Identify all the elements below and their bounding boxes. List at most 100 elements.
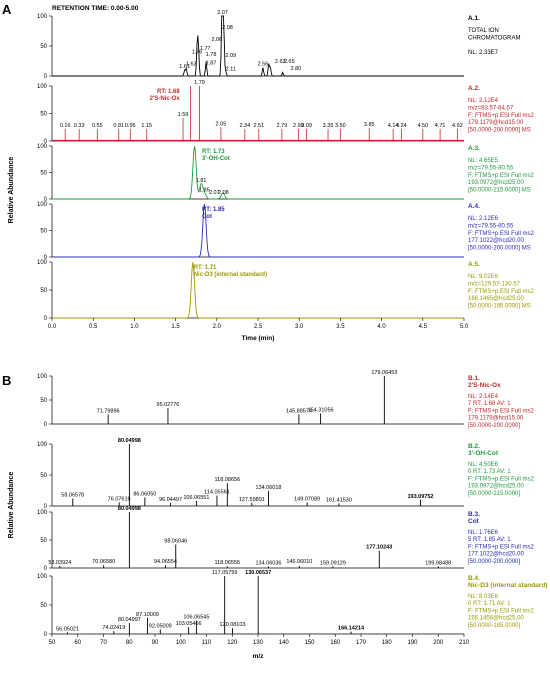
x-tick-label: 130	[253, 640, 264, 646]
peak-label: 3.50	[335, 123, 346, 129]
peak-label: 1.87	[206, 60, 217, 66]
trace-info-line: [50.0000-200.0000] MS	[468, 128, 531, 134]
peak-mz-label: 127.59891	[239, 497, 265, 503]
peak-label: 2.11	[226, 66, 236, 72]
x-tick-label: 190	[407, 640, 418, 646]
x-tick-label: 170	[356, 640, 367, 646]
y-tick-label: 100	[37, 144, 48, 150]
peak-label: 2.65	[284, 59, 295, 65]
x-tick-label: 180	[382, 640, 393, 646]
trace-rt-label: Nic-D3 (internal standard)	[194, 272, 267, 278]
x-tick-label: 5.0	[460, 324, 469, 330]
peak-mz-label: 145.88574	[286, 408, 312, 414]
peak-label: 4.24	[396, 123, 407, 129]
y-tick-label: 0	[44, 197, 48, 203]
y-tick-label: 50	[40, 112, 47, 118]
peak-mz-label: 80.04997	[118, 617, 141, 623]
trace-rt-label: 2'S-Nic-Ox	[150, 96, 181, 102]
y-axis-label: Relative Abundance	[8, 472, 15, 539]
x-tick-label: 0.0	[48, 324, 57, 330]
y-tick-label: 100	[37, 574, 48, 580]
peak-label: 2.34	[239, 123, 250, 129]
peak-label: 2.05	[216, 121, 227, 127]
trace-info-line: m/z=79.55-80.55	[468, 165, 514, 171]
x-tick-label: 1.0	[130, 324, 139, 330]
spectrum-info-line: 193.0972@hcd25.00	[468, 484, 524, 490]
spectrum-info-line: F: FTMS+p ESI Full ms2	[468, 544, 535, 550]
peak-label: 2.80	[291, 66, 302, 72]
spectrum-info-line: 0 RT: 1.71 AV: 1	[468, 601, 511, 607]
peak-label: 3.35	[323, 123, 334, 129]
trace-info-line: F: FTMS+p ESI Full ms2	[468, 173, 535, 179]
trace-info-line: F: FTMS+p ESI Full ms2	[468, 289, 535, 295]
trace-info-line: NL: 2.12E6	[468, 216, 499, 222]
x-tick-label: 60	[74, 640, 81, 646]
spectrum-3: 0 50 100 53.03924 70.06580 80.04998 94.06554 98…	[37, 506, 535, 572]
spectrum-id: B.1.	[468, 375, 480, 382]
spectrum-1: 0 50 100 71.79896 95.02776 145.88574154.31056…	[37, 370, 535, 429]
peak-mz-label: 193.09752	[407, 494, 433, 500]
x-axis-label: m/z	[253, 653, 265, 660]
peak-label: 2.07	[217, 10, 228, 16]
peak-mz-label: 95.02776	[156, 402, 179, 408]
peak-mz-label: 134.06036	[255, 560, 281, 566]
spectrum-name: 3'-OH-Cot	[468, 450, 499, 457]
x-tick-label: 200	[433, 640, 444, 646]
y-tick-label: 50	[40, 44, 47, 50]
ms2-spectra-panel: 05010071.7989695.02776145.88574154.31056…	[8, 370, 547, 660]
peak-label: 4.71	[435, 123, 446, 129]
x-tick-label: 150	[304, 640, 315, 646]
chromatogram-trace-2: 0 50 100 0.16 0.33 0.55 0.81 0.95 1.15 1.59 1.79 2.…	[37, 80, 535, 145]
x-tick-label: 50	[49, 640, 56, 646]
trace-info-line: F: FTMS+p ESI Full ms2	[468, 231, 535, 237]
trace-info-line: 166.1465@hcd25.00	[468, 296, 524, 302]
trace-info-line: 193.0972@hcd25.00	[468, 180, 524, 186]
trace-id: A.5.	[468, 261, 480, 268]
spectrum-id: B.2.	[468, 443, 480, 450]
spectrum-info-line: [50.0000-185.0000]	[468, 623, 520, 629]
peak-label: 2.08	[222, 25, 233, 31]
peak-mz-label: 118.08656	[215, 477, 241, 483]
peak-label: 1.79	[194, 80, 205, 86]
peak-label: 1.61	[179, 64, 190, 70]
peak-mz-label: 103.05466	[176, 621, 202, 627]
x-tick-label: 90	[152, 640, 159, 646]
peak-mz-label: 86.06050	[133, 491, 156, 497]
peak-label: 3.09	[301, 123, 312, 129]
trace-info-line: F: FTMS+p ESI Full ms2	[468, 113, 535, 119]
peak-mz-label: 70.06580	[92, 559, 115, 565]
x-tick-label: 4.0	[377, 324, 386, 330]
chromatogram-signal	[52, 15, 464, 77]
peak-mz-label: 92.05009	[149, 623, 172, 629]
y-tick-label: 100	[37, 442, 48, 448]
y-axis-label: Relative Abundance	[8, 157, 15, 224]
trace-info-line: 179.1179@hcd15.00	[468, 120, 524, 126]
y-tick-label: 0	[44, 316, 48, 322]
peak-mz-label: 96.04497	[159, 497, 182, 503]
y-tick-label: 0	[44, 139, 48, 145]
trace-rt-label: RT: 1.85	[202, 207, 225, 213]
y-tick-label: 100	[37, 260, 48, 266]
y-tick-label: 0	[44, 255, 48, 261]
peak-label: 0.55	[92, 123, 103, 129]
y-tick-label: 0	[44, 566, 48, 572]
y-tick-label: 50	[40, 473, 47, 479]
peak-label: 1.15	[141, 123, 152, 129]
trace-id: A.1.	[468, 15, 480, 22]
trace-info-line: [50.0000-200.0000] MS	[468, 246, 531, 252]
peak-mz-label: 154.31056	[308, 407, 334, 413]
peak-label: 2.51	[253, 123, 264, 129]
y-tick-label: 50	[40, 538, 47, 544]
peak-label: 2.99	[293, 123, 304, 129]
trace-rt-label: 3'-OH-Cot	[202, 156, 230, 162]
peak-mz-label: 161.41530	[326, 498, 352, 504]
peak-mz-label: 114.05561	[204, 489, 230, 495]
chromatogram-signal	[52, 145, 464, 200]
x-tick-label: 3.0	[295, 324, 304, 330]
y-tick-label: 0	[44, 74, 48, 80]
peak-mz-label: 58.06578	[61, 493, 84, 499]
x-tick-label: 0.5	[89, 324, 98, 330]
